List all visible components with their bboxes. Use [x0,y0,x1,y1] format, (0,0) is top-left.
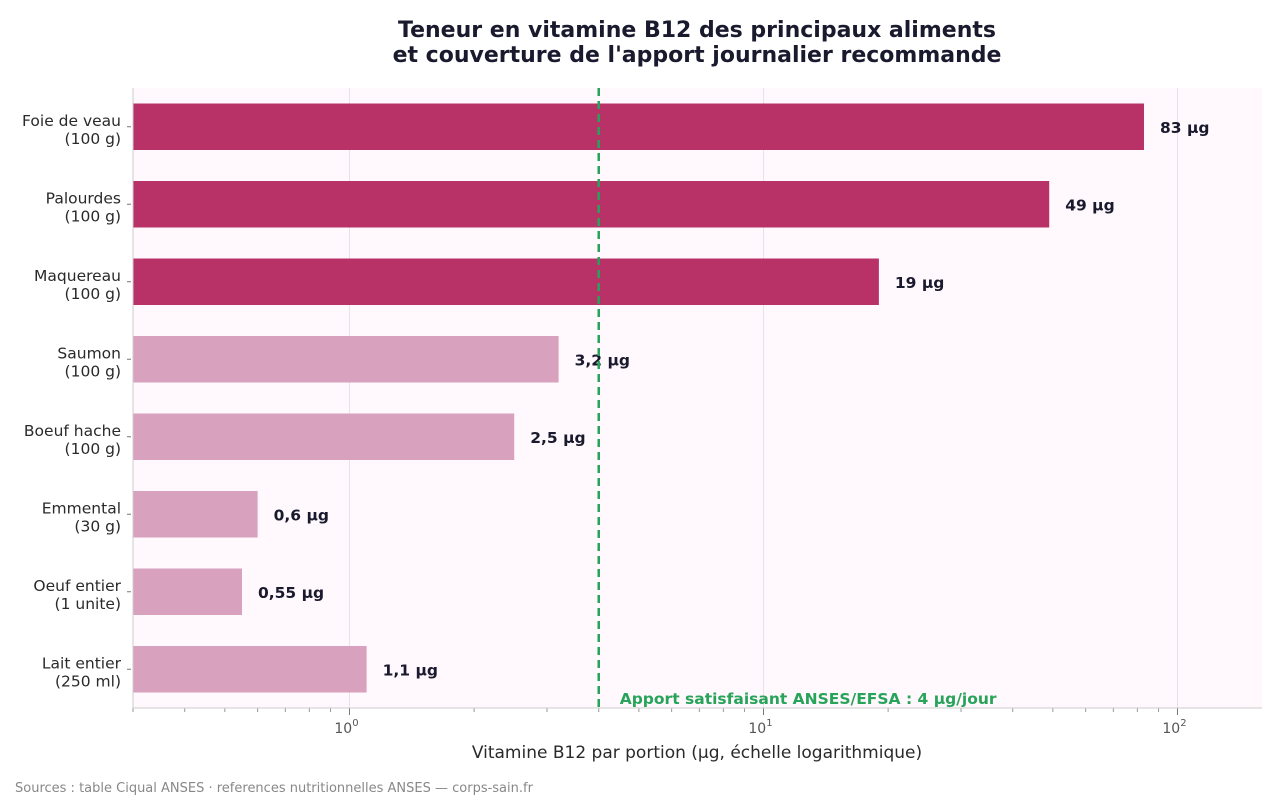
y-category-portion: (100 g) [65,130,121,148]
bar [133,568,242,615]
x-tick-base: 10 [334,721,352,737]
x-tick-exponent: 0 [352,718,358,729]
bar-value-label: 83 µg [1160,119,1209,137]
y-category-portion: (1 unite) [55,595,121,613]
y-category-portion: (30 g) [74,517,121,535]
chart-title-line-1: Teneur en vitamine B12 des principaux al… [398,18,996,43]
source-note: Sources : table Ciqual ANSES · reference… [15,781,534,796]
bar-value-label: 3,2 µg [575,351,630,369]
y-category-portion: (100 g) [65,285,121,303]
bars: 83 µg 49 µg 19 µg 3,2 µg 2,5 µg 0,6 µg 0,55 µg… [133,103,1209,693]
y-category-portion: (250 ml) [55,672,121,690]
bar [133,258,879,305]
y-category-portion: (100 g) [65,440,121,458]
reference-line-label: Apport satisfaisant ANSES/EFSA : 4 µg/jo… [620,690,997,708]
bar-value-label: 49 µg [1065,196,1114,214]
bar [133,103,1144,150]
x-tick-exponent: 1 [766,718,772,729]
x-tick-label: 101 [748,718,772,737]
y-category-name: Emmental [42,499,121,517]
bar-value-label: 0,55 µg [258,584,324,602]
y-category-name: Saumon [57,344,121,362]
x-tick-exponent: 2 [1180,718,1186,729]
y-category-portion: (100 g) [65,207,121,225]
bar [133,646,367,693]
bar [133,413,515,460]
bar [133,181,1050,228]
x-axis: 100 101 102 [132,88,1262,737]
x-tick-label: 100 [334,718,358,737]
bar-value-label: 19 µg [895,274,944,292]
bar-value-label: 0,6 µg [274,506,329,524]
y-category-name: Maquereau [34,267,121,285]
chart-title-line-2: et couverture de l'apport journalier rec… [393,43,1002,68]
y-category-name: Foie de veau [22,112,121,130]
x-tick-base: 10 [1162,721,1180,737]
x-tick-label: 102 [1162,718,1186,737]
bar-value-label: 2,5 µg [530,429,585,447]
y-category-name: Boeuf hache [24,422,121,440]
bar-value-label: 1,1 µg [383,661,438,679]
bar [133,491,258,538]
y-category-portion: (100 g) [65,362,121,380]
x-axis-label: Vitamine B12 par portion (µg, échelle lo… [472,743,922,763]
reference-line-group: Apport satisfaisant ANSES/EFSA : 4 µg/jo… [597,88,997,708]
y-category-name: Oeuf entier [33,577,121,595]
y-axis-labels: Foie de veau(100 g)Palourdes(100 g)Maque… [22,112,131,690]
y-category-name: Lait entier [42,654,122,672]
x-tick-base: 10 [748,721,766,737]
bar [133,336,559,383]
y-category-name: Palourdes [46,189,121,207]
